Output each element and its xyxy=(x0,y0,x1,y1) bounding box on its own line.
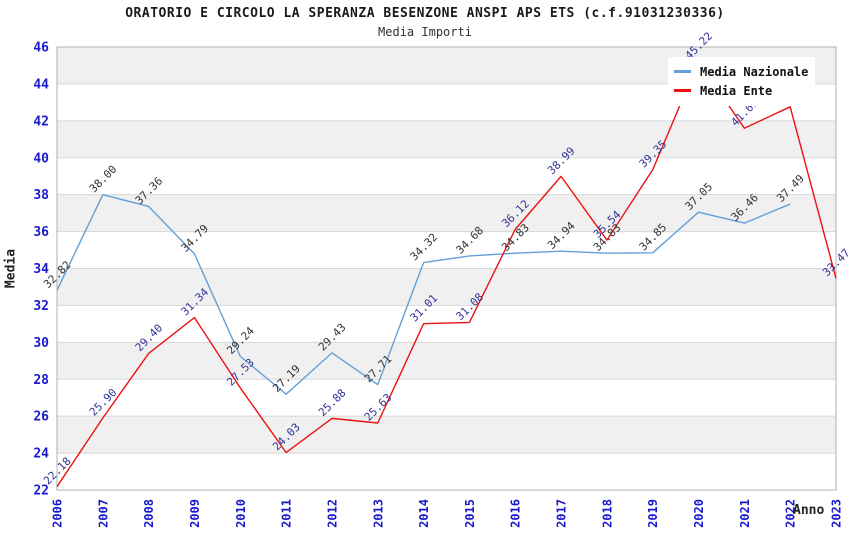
y-tick-label: 42 xyxy=(33,114,49,129)
nazionale-line-swatch-icon xyxy=(674,70,691,73)
legend-item-media-nazionale: Media Nazionale xyxy=(674,62,809,81)
y-tick-label: 30 xyxy=(33,336,49,351)
x-tick-label: 2020 xyxy=(692,499,706,528)
x-tick-label: 2018 xyxy=(600,499,614,528)
x-tick-label: 2023 xyxy=(830,499,844,528)
chart-legend: Media Nazionale Media Ente xyxy=(668,57,815,106)
y-tick-label: 22 xyxy=(33,484,49,499)
legend-label: Media Nazionale xyxy=(700,64,809,79)
y-tick-label: 28 xyxy=(33,373,49,388)
x-tick-label: 2015 xyxy=(463,499,477,528)
y-tick-label: 26 xyxy=(33,410,49,425)
x-tick-label: 2009 xyxy=(188,499,202,528)
plot-border xyxy=(56,46,837,491)
y-tick-label: 46 xyxy=(33,41,49,56)
value-label-media-ente: 25.88 xyxy=(316,386,349,419)
x-tick-label: 2019 xyxy=(646,499,660,528)
legend-item-media-ente: Media Ente xyxy=(674,81,809,100)
x-tick-label: 2016 xyxy=(509,499,523,528)
y-tick-label: 44 xyxy=(33,77,49,92)
plot-band xyxy=(57,120,836,158)
x-tick-label: 2013 xyxy=(371,499,385,528)
x-tick-label: 2011 xyxy=(280,499,294,528)
ente-line-swatch-icon xyxy=(674,89,691,92)
plot-band xyxy=(57,416,836,454)
value-label-media-nazionale: 38.00 xyxy=(87,163,120,196)
plot-band xyxy=(57,342,836,380)
chart-title: ORATORIO E CIRCOLO LA SPERANZA BESENZONE… xyxy=(125,6,725,21)
x-tick-label: 2022 xyxy=(784,499,798,528)
x-axis-title: Anno xyxy=(793,503,825,518)
x-tick-label: 2008 xyxy=(142,499,156,528)
y-tick-label: 36 xyxy=(33,225,49,240)
x-tick-label: 2017 xyxy=(555,499,569,528)
x-tick-label: 2014 xyxy=(417,499,431,528)
x-tick-label: 2006 xyxy=(51,499,65,528)
y-tick-label: 38 xyxy=(33,188,49,203)
plot-band xyxy=(57,268,836,306)
value-label-media-nazionale: 34.32 xyxy=(408,231,441,264)
plot-band xyxy=(57,194,836,232)
x-tick-label: 2021 xyxy=(738,499,752,528)
y-tick-label: 34 xyxy=(33,262,49,277)
y-axis-title: Media xyxy=(3,248,19,289)
y-tick-label: 24 xyxy=(33,447,49,462)
y-tick-label: 40 xyxy=(33,151,49,166)
y-tick-label: 32 xyxy=(33,299,49,314)
x-tick-label: 2007 xyxy=(96,499,110,528)
chart-subtitle: Media Importi xyxy=(378,25,472,39)
legend-label: Media Ente xyxy=(700,83,773,98)
x-tick-label: 2012 xyxy=(325,499,339,528)
x-tick-label: 2010 xyxy=(234,499,248,528)
series-line-media-nazionale xyxy=(56,193,791,395)
